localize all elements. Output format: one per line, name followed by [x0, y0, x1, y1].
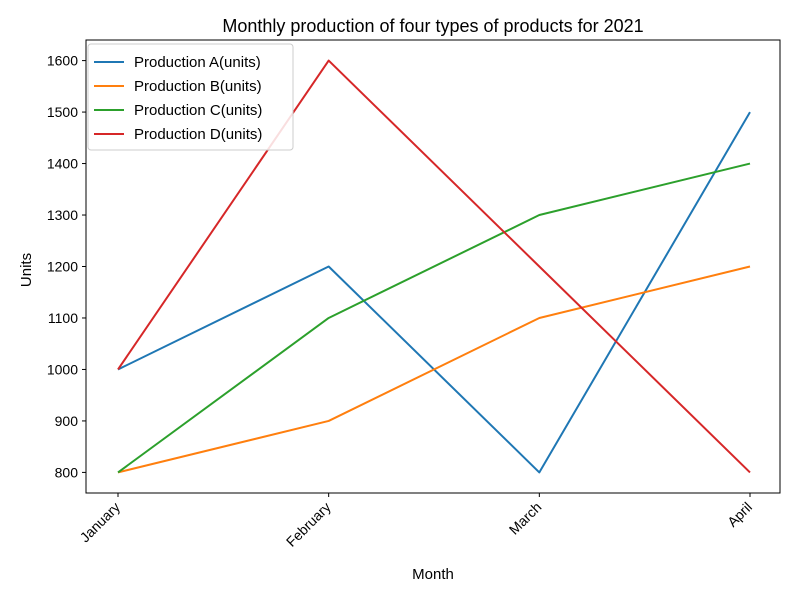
- x-tick-label: April: [724, 499, 755, 530]
- series-line-1: [117, 111, 751, 474]
- x-tick-label: January: [77, 499, 124, 546]
- y-tick-label: 800: [55, 464, 79, 480]
- series-line-4: [117, 59, 751, 474]
- y-axis-label: Units: [18, 253, 35, 287]
- y-tick-label: 1500: [47, 104, 78, 120]
- y-tick-label: 1000: [47, 361, 78, 377]
- legend-label-3: Production C(units): [134, 102, 262, 119]
- y-tick-label: 1300: [47, 207, 78, 223]
- y-tick-label: 1400: [47, 156, 78, 172]
- y-tick-label: 1100: [48, 310, 78, 326]
- chart-title: Monthly production of four types of prod…: [222, 16, 643, 36]
- y-tick-label: 1200: [47, 259, 78, 275]
- series-line-2: [117, 265, 751, 474]
- legend-label-4: Production D(units): [134, 126, 262, 143]
- legend: Production A(units) Production B(units) Pr…: [87, 43, 294, 151]
- legend-label-2: Production B(units): [134, 78, 262, 95]
- x-axis-label: Month: [412, 566, 454, 583]
- x-tick-label: March: [506, 499, 545, 538]
- legend-label-1: Production A(units): [134, 54, 261, 71]
- y-tick-label: 1600: [47, 53, 78, 69]
- x-tick-label: February: [283, 499, 334, 550]
- series-line-3: [117, 162, 751, 474]
- legend-box: [87, 43, 294, 151]
- y-tick-label: 900: [55, 413, 79, 429]
